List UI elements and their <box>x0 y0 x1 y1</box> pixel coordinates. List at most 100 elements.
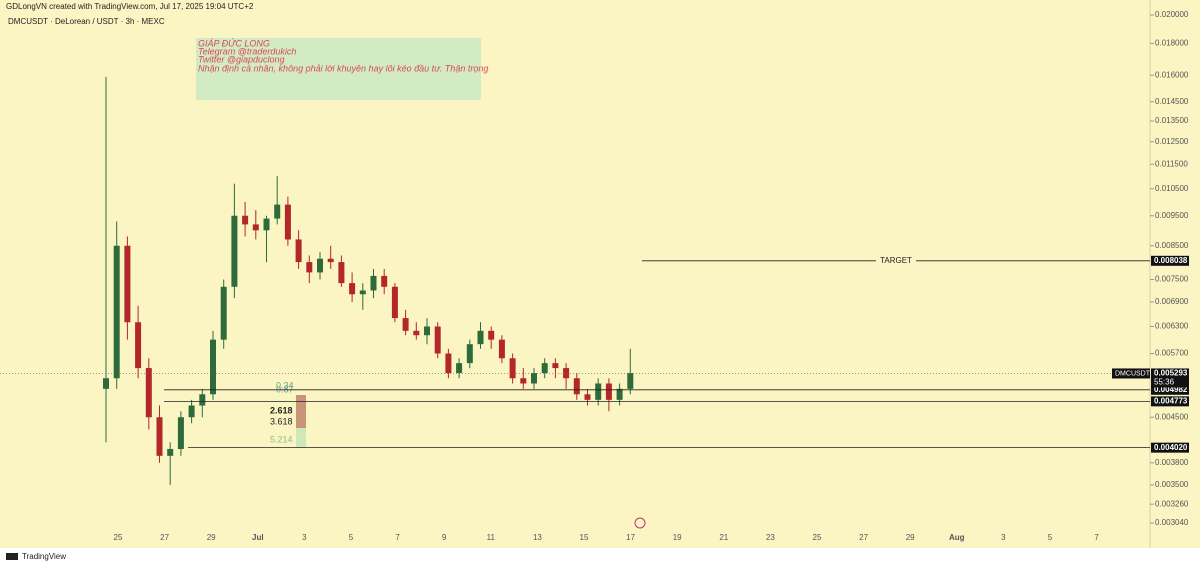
candle-body <box>391 286 398 319</box>
x-tick-label: 5 <box>1048 533 1053 542</box>
candle-body <box>541 363 548 374</box>
fib-label: 5.214 <box>270 434 293 444</box>
price-tag <box>1151 255 1189 266</box>
candle-body <box>413 330 420 336</box>
candle-body <box>199 394 206 406</box>
candle-body <box>445 353 452 374</box>
candle-body <box>103 378 109 389</box>
price-tag-label: 0.004020 <box>1154 443 1188 452</box>
y-tick-label: 0.003260 <box>1155 499 1189 508</box>
candle-body <box>498 339 505 359</box>
event-icon[interactable] <box>634 517 646 529</box>
candle-body <box>231 215 238 287</box>
candle-body <box>381 275 388 287</box>
x-tick-label: 5 <box>349 533 354 542</box>
candle-body <box>605 383 612 400</box>
note-line: Telegram @traderdukich <box>198 46 296 56</box>
y-tick-label: 0.010500 <box>1155 184 1189 193</box>
y-tick-label: 0.003500 <box>1155 480 1189 489</box>
fib-label: 0.87 <box>276 384 294 394</box>
y-tick-label: 0.007500 <box>1155 275 1189 284</box>
candle-body <box>573 378 580 395</box>
candle-body <box>210 339 216 395</box>
candle-body <box>177 417 184 449</box>
candle-body <box>424 326 430 336</box>
symbol-tag <box>1112 368 1150 379</box>
symbol-line: DMCUSDT · DeLorean / USDT · 3h · MEXC <box>8 17 165 26</box>
candle-body <box>252 224 259 231</box>
candle-body <box>188 405 195 418</box>
candle-body <box>135 322 142 369</box>
x-tick-label: 19 <box>673 533 682 542</box>
fib-label: 3.618 <box>270 416 293 426</box>
y-tick-label: 0.003040 <box>1155 518 1189 527</box>
x-tick-label: Aug <box>949 533 965 542</box>
candle-body <box>509 358 516 379</box>
price-tag-label: 0.004773 <box>1154 396 1188 405</box>
x-tick-label: 3 <box>302 533 307 542</box>
y-tick-label: 0.004500 <box>1155 412 1189 421</box>
x-tick-label: 9 <box>442 533 447 542</box>
candle-body <box>616 388 623 400</box>
level-text: TARGET <box>880 256 912 265</box>
fib-zone <box>296 428 306 448</box>
x-tick-label: 17 <box>626 533 635 542</box>
countdown: 55:36 <box>1154 378 1175 387</box>
candle-body <box>124 245 131 323</box>
x-tick-label: 27 <box>859 533 868 542</box>
price-tag <box>1151 368 1189 388</box>
level-text-bg <box>876 255 916 266</box>
candle-body <box>327 258 334 263</box>
candle-body <box>531 373 537 384</box>
x-tick-label: 23 <box>766 533 775 542</box>
x-tick-label: 29 <box>906 533 915 542</box>
candle-body <box>552 363 559 369</box>
x-tick-label: 7 <box>1094 533 1099 542</box>
y-tick-label: 0.003800 <box>1155 458 1189 467</box>
y-tick-label: 0.011500 <box>1155 159 1188 168</box>
note-line: GIÁP ĐỨC LONG <box>198 38 270 48</box>
candle-body <box>156 417 163 456</box>
y-tick-label: 0.009500 <box>1155 211 1189 220</box>
candle-body <box>477 330 484 345</box>
y-tick-label: 0.008500 <box>1155 241 1189 250</box>
candle-body <box>349 283 356 295</box>
candle-body <box>584 394 591 400</box>
symbol-tag-label: DMCUSDT <box>1115 370 1151 377</box>
y-tick-label: 0.012500 <box>1155 137 1189 146</box>
footer-logo: TradingView <box>22 552 66 561</box>
fib-zone <box>296 395 306 428</box>
x-tick-label: 11 <box>487 533 496 542</box>
logo-icon <box>6 553 18 560</box>
candle-body <box>359 290 366 295</box>
candle-body <box>370 275 377 291</box>
y-tick-label: 0.018000 <box>1155 39 1189 48</box>
candle-body <box>595 383 602 400</box>
note-line: Twitter @giapduclong <box>198 54 285 64</box>
y-tick-label: 0.006900 <box>1155 297 1189 306</box>
price-tag-label: 0.005293 <box>1154 369 1188 378</box>
x-tick-label: 7 <box>395 533 400 542</box>
note-box <box>196 38 481 100</box>
fib-label: 2.618 <box>270 405 293 415</box>
candle-body <box>274 204 281 219</box>
candle-body <box>145 368 152 418</box>
candle-body <box>466 344 473 364</box>
y-tick-label: 0.020000 <box>1155 10 1189 19</box>
y-tick-label: 0.013500 <box>1155 116 1189 125</box>
candle-body <box>220 286 227 340</box>
price-tag <box>1151 384 1189 395</box>
price-tag <box>1151 442 1189 453</box>
y-tick-label: 0.014500 <box>1155 97 1189 106</box>
x-tick-label: 13 <box>533 533 542 542</box>
candle-body <box>317 258 323 273</box>
candle-body <box>113 245 120 379</box>
credit: GDLongVN created with TradingView.com, J… <box>6 2 254 11</box>
candle-body <box>306 262 313 273</box>
x-tick-label: 3 <box>1001 533 1006 542</box>
fib-label: 0.34 <box>276 380 294 390</box>
candle-body <box>167 448 174 456</box>
x-tick-label: 25 <box>114 533 123 542</box>
x-tick-label: Jul <box>252 533 264 542</box>
